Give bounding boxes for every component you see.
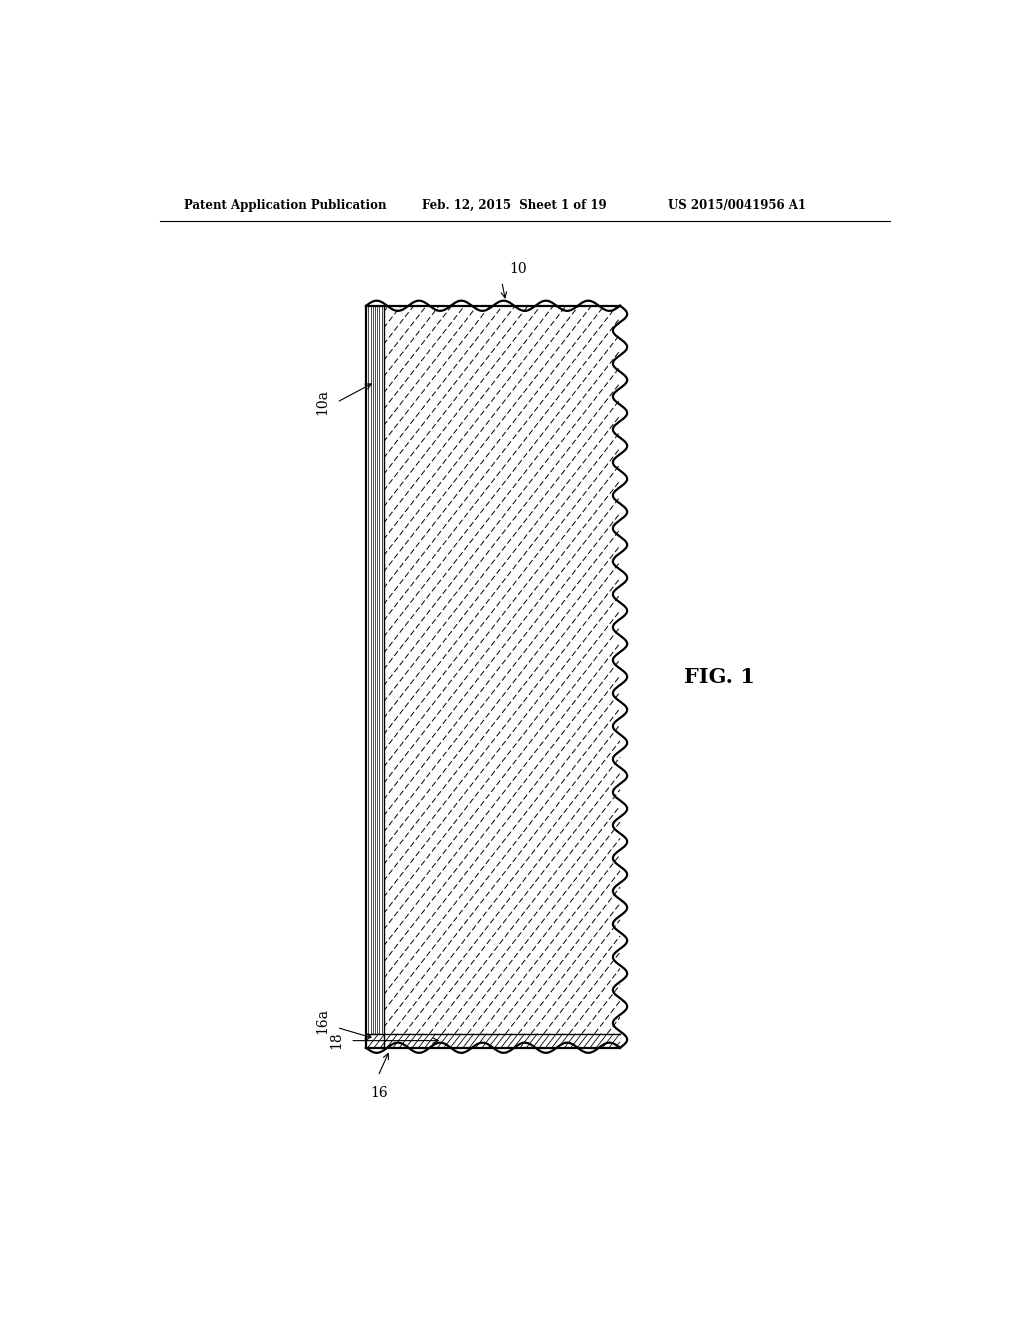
Bar — [367, 306, 621, 1048]
Text: FIG. 1: FIG. 1 — [684, 667, 755, 686]
Text: US 2015/0041956 A1: US 2015/0041956 A1 — [668, 199, 806, 213]
Bar — [367, 1034, 621, 1048]
Text: 10: 10 — [510, 263, 527, 276]
Bar — [367, 306, 384, 1048]
Text: 16a: 16a — [315, 1008, 330, 1035]
Text: Patent Application Publication: Patent Application Publication — [183, 199, 386, 213]
Text: Feb. 12, 2015  Sheet 1 of 19: Feb. 12, 2015 Sheet 1 of 19 — [422, 199, 606, 213]
Text: 10a: 10a — [315, 389, 330, 416]
Text: 18: 18 — [329, 1032, 343, 1049]
Text: 16: 16 — [370, 1086, 388, 1101]
